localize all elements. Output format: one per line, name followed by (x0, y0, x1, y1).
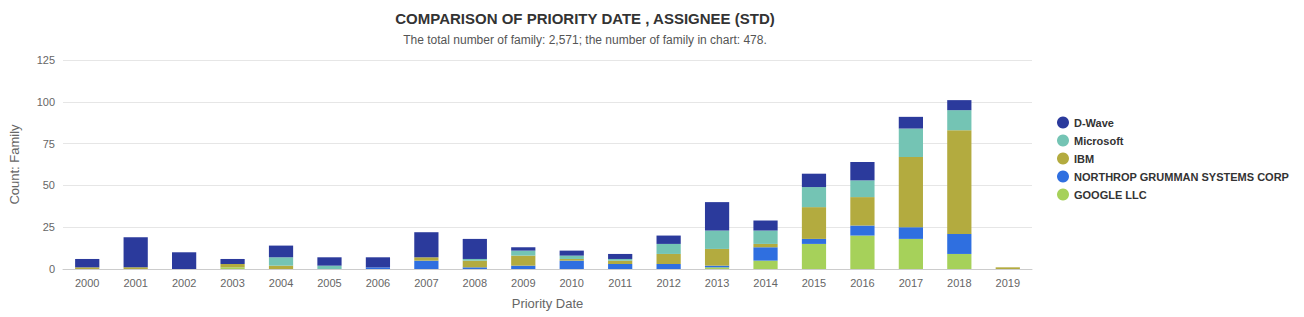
svg-text:2012: 2012 (656, 277, 680, 289)
svg-text:D-Wave: D-Wave (1074, 117, 1114, 129)
svg-text:125: 125 (37, 54, 55, 66)
svg-text:2002: 2002 (172, 277, 196, 289)
svg-text:2005: 2005 (317, 277, 341, 289)
svg-text:75: 75 (43, 138, 55, 150)
svg-text:2009: 2009 (511, 277, 535, 289)
svg-text:Priority Date: Priority Date (512, 296, 584, 311)
svg-text:2013: 2013 (705, 277, 729, 289)
svg-text:COMPARISON OF PRIORITY DATE ,: COMPARISON OF PRIORITY DATE , ASSIGNEE (… (395, 10, 774, 27)
svg-text:2015: 2015 (802, 277, 826, 289)
svg-text:2014: 2014 (753, 277, 777, 289)
svg-text:Microsoft: Microsoft (1074, 135, 1124, 147)
svg-text:100: 100 (37, 96, 55, 108)
svg-text:2004: 2004 (269, 277, 293, 289)
svg-text:2007: 2007 (414, 277, 438, 289)
svg-text:2019: 2019 (996, 277, 1020, 289)
svg-text:2011: 2011 (608, 277, 632, 289)
svg-text:2008: 2008 (463, 277, 487, 289)
svg-text:GOOGLE LLC: GOOGLE LLC (1074, 189, 1147, 201)
svg-text:2018: 2018 (947, 277, 971, 289)
svg-text:IBM: IBM (1074, 153, 1094, 165)
svg-text:50: 50 (43, 179, 55, 191)
svg-text:2016: 2016 (850, 277, 874, 289)
svg-text:NORTHROP GRUMMAN SYSTEMS CORP: NORTHROP GRUMMAN SYSTEMS CORP (1074, 171, 1289, 183)
svg-text:2017: 2017 (899, 277, 923, 289)
svg-text:2001: 2001 (123, 277, 147, 289)
svg-text:2000: 2000 (75, 277, 99, 289)
svg-text:2006: 2006 (366, 277, 390, 289)
svg-text:2010: 2010 (559, 277, 583, 289)
svg-text:2003: 2003 (220, 277, 244, 289)
svg-text:The total number of family: 2,: The total number of family: 2,571; the n… (403, 33, 767, 47)
svg-text:Count: Family: Count: Family (7, 124, 22, 205)
svg-text:0: 0 (49, 263, 55, 275)
svg-text:25: 25 (43, 221, 55, 233)
